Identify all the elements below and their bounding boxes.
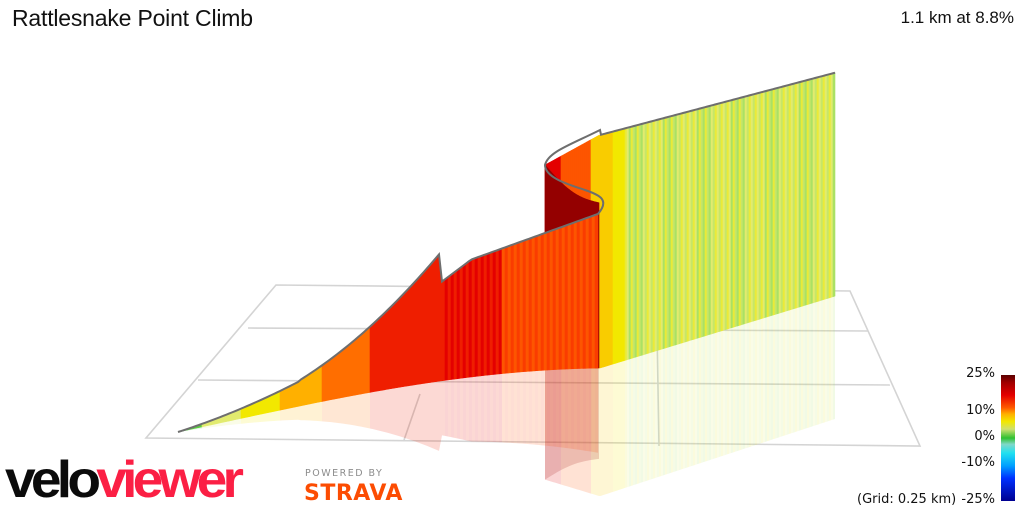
profile-reflection [178,296,835,496]
legend-label-0: 0% [974,429,995,444]
legend-label-neg25: -25% [961,492,995,507]
gradient-legend: 25% 10% 0% -10% -25% [940,362,1024,512]
legend-label-neg10: -10% [961,455,995,470]
elevation-profile-outline [177,71,836,433]
elevation-profile-wall [177,72,836,433]
legend-label-25: 25% [966,366,995,381]
powered-by-label: POWERED BY [305,468,384,479]
grid-scale-note: (Grid: 0.25 km) [857,492,957,507]
logo-viewer: viewer [96,451,244,509]
strava-logo[interactable]: STRAVA [304,481,403,506]
climb-stat: 1.1 km at 8.8% [900,8,1014,27]
logo-velo: velo [5,451,101,509]
gradient-color-scale [1001,375,1015,501]
legend-label-10: 10% [966,403,995,418]
page-title: Rattlesnake Point Climb [12,5,253,31]
